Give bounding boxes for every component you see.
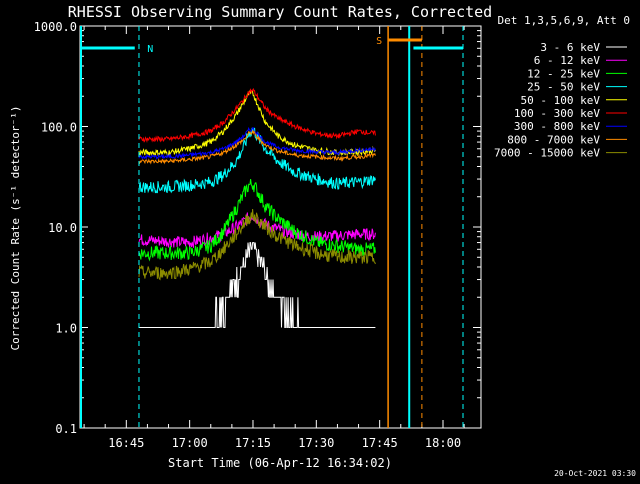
legend-label-7: 300 - 800 keV: [514, 120, 600, 133]
legend-label-6: 100 - 300 keV: [514, 107, 600, 120]
series-line-5: [138, 89, 376, 157]
x-tick-label: 17:15: [235, 436, 271, 450]
series-line-3: [138, 179, 376, 262]
series-line-9: [138, 208, 376, 281]
y-tick-label: 1.0: [55, 322, 77, 336]
y-tick-label: 100.0: [41, 121, 77, 135]
series-line-1: [139, 242, 376, 328]
legend-label-5: 50 - 100 keV: [521, 94, 601, 107]
legend-label-8: 800 - 7000 keV: [507, 133, 600, 146]
legend-label-9: 7000 - 15000 keV: [494, 147, 600, 160]
series-line-8: [138, 129, 376, 165]
y-tick-label: 0.1: [55, 422, 77, 436]
legend-title: Det 1,3,5,6,9, Att 0: [498, 14, 630, 27]
series-line-6: [138, 87, 376, 143]
x-tick-label: 17:30: [298, 436, 334, 450]
x-tick-label: 17:45: [362, 436, 398, 450]
x-tick-label: 17:00: [172, 436, 208, 450]
chart-title: RHESSI Observing Summary Count Rates, Co…: [68, 3, 492, 21]
y-axis-label: Corrected Count Rate (s⁻¹ detector⁻¹): [9, 105, 22, 350]
legend-label-2: 6 - 12 keV: [534, 54, 601, 67]
x-axis-label: Start Time (06-Apr-12 16:34:02): [168, 456, 392, 470]
legend-label-3: 12 - 25 keV: [527, 67, 600, 80]
series-line-7: [138, 126, 376, 160]
footer-date: 20-Oct-2021 03:30: [554, 469, 636, 478]
x-tick-label: 16:45: [108, 436, 144, 450]
legend-label-4: 25 - 50 keV: [527, 81, 600, 94]
series-line-2: [138, 212, 376, 248]
y-tick-label: 10.0: [48, 221, 77, 235]
y-tick-label: 1000.0: [34, 20, 77, 34]
saa-label: S: [376, 36, 382, 47]
legend-label-1: 3 - 6 keV: [540, 41, 600, 54]
x-tick-label: 18:00: [425, 436, 461, 450]
night-label: N: [147, 44, 153, 55]
